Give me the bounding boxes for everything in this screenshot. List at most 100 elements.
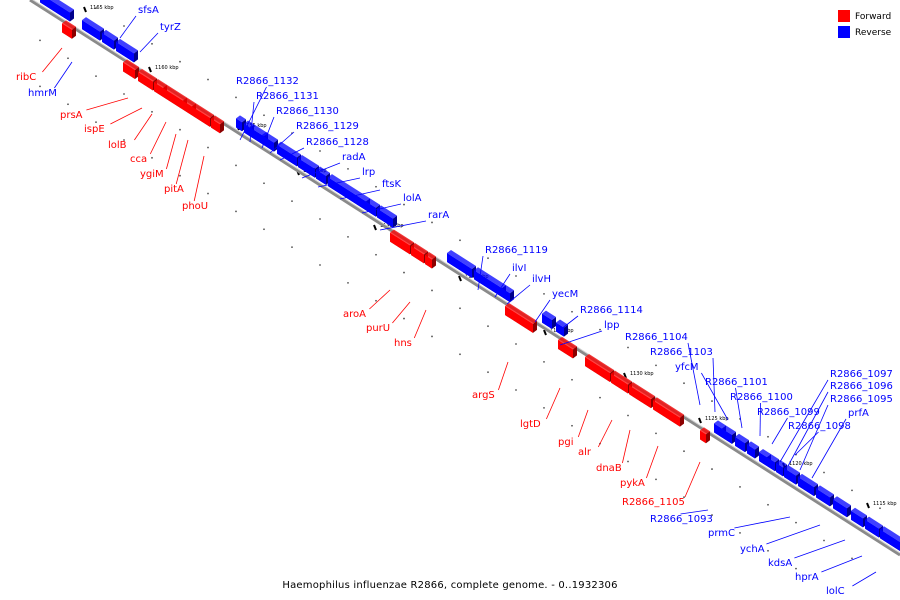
gene-feature[interactable] xyxy=(425,254,432,269)
gene-label-reverse[interactable]: R2866_1130 xyxy=(276,106,339,117)
gene-feature[interactable] xyxy=(298,157,315,178)
gene-label-reverse[interactable]: R2866_1129 xyxy=(296,121,359,132)
gene-label-forward[interactable]: aroA xyxy=(343,309,366,320)
gene-label-reverse[interactable]: R2866_1132 xyxy=(236,76,299,87)
gene-label-forward[interactable]: ispE xyxy=(84,124,105,135)
gene-feature[interactable] xyxy=(585,357,610,382)
gene-feature[interactable] xyxy=(163,87,183,110)
gene-label-reverse[interactable]: R2866_1131 xyxy=(256,91,319,102)
gene-feature[interactable] xyxy=(714,423,722,438)
gene-feature[interactable] xyxy=(542,313,552,329)
gene-label-forward[interactable]: alr xyxy=(578,447,592,458)
gene-feature[interactable] xyxy=(277,144,297,167)
gene-feature[interactable] xyxy=(747,444,755,459)
gene-label-reverse[interactable]: R2866_1097 xyxy=(830,369,893,380)
gene-label-reverse[interactable]: R2866_1093 xyxy=(650,514,713,525)
gene-label-reverse[interactable]: R2866_1114 xyxy=(580,305,643,316)
gene-feature[interactable] xyxy=(62,23,72,39)
gene-label-forward[interactable]: purU xyxy=(366,323,390,334)
gene-label-reverse[interactable]: R2866_1095 xyxy=(830,394,893,405)
gene-feature[interactable] xyxy=(776,462,783,477)
gene-feature[interactable] xyxy=(244,123,250,137)
gene-label-forward[interactable]: prsA xyxy=(60,110,83,121)
gene-feature[interactable] xyxy=(366,201,376,217)
gene-label-reverse[interactable]: R2866_1128 xyxy=(306,137,369,148)
gene-feature[interactable] xyxy=(116,41,134,63)
gene-label-reverse[interactable]: radA xyxy=(342,152,366,163)
gene-feature[interactable] xyxy=(865,519,879,538)
gene-feature[interactable] xyxy=(211,118,220,134)
gene-feature[interactable] xyxy=(183,100,192,116)
gene-feature[interactable] xyxy=(390,232,410,255)
gene-feature[interactable] xyxy=(833,499,847,518)
gene-label-reverse[interactable]: hprA xyxy=(795,572,819,583)
gene-feature[interactable] xyxy=(735,436,745,453)
gene-label-reverse[interactable]: R2866_1096 xyxy=(830,381,893,392)
gene-label-reverse[interactable]: lpp xyxy=(604,320,619,331)
gene-feature[interactable] xyxy=(502,288,510,303)
gene-feature[interactable] xyxy=(102,32,114,50)
gene-label-reverse[interactable]: rarA xyxy=(428,210,449,221)
gene-label-forward[interactable]: ygiM xyxy=(140,169,164,180)
gene-feature[interactable] xyxy=(767,457,775,472)
gene-feature[interactable] xyxy=(611,373,628,394)
gene-feature[interactable] xyxy=(851,510,863,528)
gene-label-forward[interactable]: R2866_1105 xyxy=(622,497,685,508)
gene-label-reverse[interactable]: lrp xyxy=(362,167,375,178)
gene-label-reverse[interactable]: ftsK xyxy=(382,179,401,190)
gene-feature[interactable] xyxy=(411,246,424,264)
gene-label-reverse[interactable]: prmC xyxy=(708,528,735,539)
gene-feature[interactable] xyxy=(722,428,732,444)
gene-label-forward[interactable]: phoU xyxy=(182,201,208,212)
gene-label-reverse[interactable]: ilvH xyxy=(532,274,551,285)
gene-feature[interactable] xyxy=(816,488,830,507)
gene-label-reverse[interactable]: tyrZ xyxy=(160,22,181,33)
gene-feature[interactable] xyxy=(629,385,651,409)
gene-feature[interactable] xyxy=(236,118,242,132)
gene-label-forward[interactable]: hns xyxy=(394,338,412,349)
gene-feature[interactable] xyxy=(653,400,680,427)
gene-feature[interactable] xyxy=(880,529,900,551)
gene-feature[interactable] xyxy=(154,82,163,97)
gene-feature[interactable] xyxy=(784,468,796,485)
gene-label-reverse[interactable]: lolC xyxy=(826,586,845,597)
gene-label-forward[interactable]: lolB xyxy=(108,140,127,151)
gene-label-reverse[interactable]: R2866_1103 xyxy=(650,347,713,358)
gene-label-forward[interactable]: argS xyxy=(472,390,495,401)
gene-label-forward[interactable]: pgi xyxy=(558,437,573,448)
gene-feature[interactable] xyxy=(40,0,70,22)
gene-feature[interactable] xyxy=(316,169,326,185)
gene-label-reverse[interactable]: hmrM xyxy=(28,88,57,99)
gene-label-forward[interactable]: pykA xyxy=(620,478,645,489)
gene-label-reverse[interactable]: sfsA xyxy=(138,5,159,16)
gene-label-reverse[interactable]: R2866_1098 xyxy=(788,421,851,432)
gene-feature[interactable] xyxy=(123,62,135,79)
gene-label-reverse[interactable]: lolA xyxy=(403,193,422,204)
gene-label-reverse[interactable]: kdsA xyxy=(768,558,792,569)
gene-feature[interactable] xyxy=(138,71,153,91)
gene-label-reverse[interactable]: ychA xyxy=(740,544,765,555)
gene-label-reverse[interactable]: yecM xyxy=(552,289,578,300)
gene-feature[interactable] xyxy=(474,270,502,298)
gene-label-forward[interactable]: cca xyxy=(130,154,147,165)
gene-label-forward[interactable]: ribC xyxy=(16,72,36,83)
gene-feature[interactable] xyxy=(700,430,706,444)
gene-feature[interactable] xyxy=(759,452,767,467)
gene-label-reverse[interactable]: R2866_1104 xyxy=(625,332,688,343)
gene-label-reverse[interactable]: R2866_1099 xyxy=(757,407,820,418)
gene-label-reverse[interactable]: R2866_1101 xyxy=(705,377,768,388)
gene-label-forward[interactable]: pitA xyxy=(164,184,184,195)
gene-label-forward[interactable]: lgtD xyxy=(520,419,541,430)
gene-feature[interactable] xyxy=(447,253,472,278)
gene-feature[interactable] xyxy=(82,20,100,41)
gene-label-reverse[interactable]: yfcM xyxy=(675,362,699,373)
gene-feature[interactable] xyxy=(798,476,814,497)
gene-label-forward[interactable]: dnaB xyxy=(596,463,622,474)
gene-label-reverse[interactable]: R2866_1119 xyxy=(485,245,548,256)
gene-label-reverse[interactable]: R2866_1100 xyxy=(730,392,793,403)
gene-feature[interactable] xyxy=(250,127,264,146)
gene-feature[interactable] xyxy=(328,177,366,211)
gene-label-reverse[interactable]: ilvI xyxy=(512,263,526,274)
gene-label-reverse[interactable]: prfA xyxy=(848,408,869,419)
gene-feature[interactable] xyxy=(377,208,393,228)
